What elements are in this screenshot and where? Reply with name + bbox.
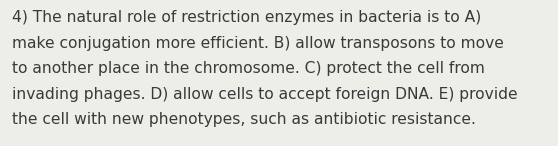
Text: invading phages. D) allow cells to accept foreign DNA. E) provide: invading phages. D) allow cells to accep…	[12, 87, 518, 102]
Text: make conjugation more efficient. B) allow transposons to move: make conjugation more efficient. B) allo…	[12, 36, 504, 51]
Text: to another place in the chromosome. C) protect the cell from: to another place in the chromosome. C) p…	[12, 61, 485, 76]
Text: the cell with new phenotypes, such as antibiotic resistance.: the cell with new phenotypes, such as an…	[12, 112, 476, 127]
Text: 4) The natural role of restriction enzymes in bacteria is to A): 4) The natural role of restriction enzym…	[12, 10, 482, 25]
